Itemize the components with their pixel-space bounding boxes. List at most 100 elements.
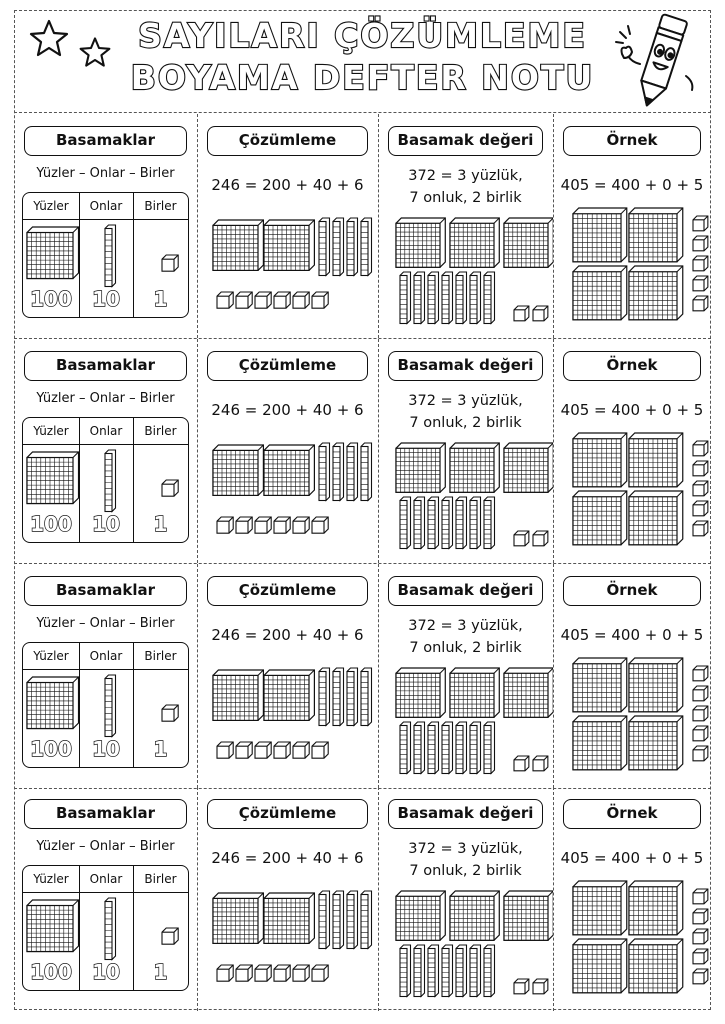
unit-cube: [161, 479, 179, 497]
place-value-number: 10: [91, 286, 120, 311]
notebook-row: Basamaklar Yüzler – Onlar – Birler Yüzler 1…: [14, 114, 711, 338]
place-value-box: Yüzler 100 Onlar 10 Birler 1: [22, 192, 189, 318]
star-icon: [79, 37, 111, 67]
unit-cube: [692, 235, 709, 252]
header: [14, 10, 711, 113]
ten-rod: [413, 271, 426, 325]
unit-cube: [216, 964, 234, 982]
unit-cube: [273, 516, 291, 534]
column-divider: [197, 339, 198, 563]
unit-cube: [692, 705, 709, 722]
place-header: Birler: [144, 872, 177, 886]
section-cozumleme: Çözümleme 246 = 200 + 40 + 6: [197, 564, 378, 788]
notebook-row: Basamaklar Yüzler – Onlar – Birler Yüzler 1…: [14, 564, 711, 788]
hundred-flat: [395, 890, 446, 941]
unit-cube: [692, 275, 709, 292]
place-value-number: 100: [29, 736, 72, 761]
hundred-flat: [503, 442, 553, 493]
section-cozumleme: Çözümleme 246 = 200 + 40 + 6: [197, 114, 378, 338]
unit-cube: [513, 305, 530, 322]
unit-cube: [692, 520, 709, 537]
section-heading: Örnek: [563, 576, 701, 606]
section-basamaklar: Basamaklar Yüzler – Onlar – Birler Yüzler 1…: [14, 564, 197, 788]
ten-rod: [399, 721, 412, 775]
place-header: Yüzler: [33, 872, 69, 886]
ten-rod: [441, 496, 454, 550]
section-basamak-degeri: Basamak değeri 372 = 3 yüzlük, 7 onluk, 2 …: [378, 564, 553, 788]
notebook-row: Basamaklar Yüzler – Onlar – Birler Yüzler 1…: [14, 339, 711, 563]
ten-rod: [483, 271, 496, 325]
page-border: [14, 10, 711, 1010]
ten-rod: [104, 224, 117, 288]
hundred-flat: [572, 938, 628, 994]
unit-cube: [235, 964, 253, 982]
unit-cube: [311, 516, 329, 534]
unit-cube: [692, 725, 709, 742]
unit-cube: [513, 978, 530, 995]
table-line: [133, 643, 134, 767]
base-ten-blocks: [572, 880, 709, 994]
place-header: Onlar: [89, 649, 123, 663]
table-line: [23, 892, 188, 893]
hundred-flat: [572, 657, 628, 713]
ten-rod: [346, 442, 359, 502]
section-basamak-degeri: Basamak değeri 372 = 3 yüzlük, 7 onluk, 2 …: [378, 114, 553, 338]
unit-cube: [692, 968, 709, 985]
ten-rod: [441, 944, 454, 998]
star-icon: [29, 19, 69, 57]
unit-cube: [692, 745, 709, 762]
unit-cube: [692, 460, 709, 477]
ten-rod: [413, 496, 426, 550]
column-divider: [378, 787, 379, 1011]
column-divider: [553, 564, 554, 788]
unit-cube: [216, 741, 234, 759]
unit-cube: [692, 255, 709, 272]
section-heading: Çözümleme: [207, 799, 368, 829]
hundred-flat: [263, 444, 315, 496]
column-divider: [197, 787, 198, 1011]
unit-cube: [692, 500, 709, 517]
example-equation: 405 = 400 + 0 + 5: [560, 849, 704, 867]
unit-cube: [273, 741, 291, 759]
ten-rod: [399, 496, 412, 550]
unit-cube: [235, 741, 253, 759]
unit-cube: [532, 530, 549, 547]
place-value-number: 1: [153, 511, 168, 536]
ten-rod: [318, 442, 331, 502]
unit-cube: [216, 516, 234, 534]
hundred-flat: [628, 880, 684, 936]
hundred-flat: [572, 207, 628, 263]
ten-rod: [346, 217, 359, 277]
place-value-box: Yüzler 100 Onlar 10 Birler 1: [22, 642, 189, 768]
place-value-line-2: 7 onluk, 2 birlik: [409, 863, 522, 879]
ten-rod: [346, 890, 359, 950]
section-heading: Basamak değeri: [388, 576, 543, 606]
hundred-flat: [212, 444, 264, 496]
pencil-mascot-icon: [615, 13, 694, 107]
hundred-flat: [628, 657, 684, 713]
unit-cube: [161, 704, 179, 722]
unit-cube: [692, 215, 709, 232]
hundred-flat: [449, 442, 500, 493]
hundred-flat: [449, 667, 500, 718]
ten-rod: [413, 944, 426, 998]
place-value-number: 100: [29, 286, 72, 311]
base-ten-blocks: [212, 667, 373, 759]
place-value-line-1: 372 = 3 yüzlük,: [408, 393, 523, 409]
example-equation: 405 = 400 + 0 + 5: [560, 176, 704, 194]
hundred-flat: [628, 432, 684, 488]
place-header: Yüzler: [33, 649, 69, 663]
place-value-number: 10: [91, 736, 120, 761]
place-value-line-2: 7 onluk, 2 birlik: [409, 415, 522, 431]
section-basamaklar: Basamaklar Yüzler – Onlar – Birler Yüzler 1…: [14, 339, 197, 563]
place-value-line-2: 7 onluk, 2 birlik: [409, 190, 522, 206]
section-heading: Basamak değeri: [388, 126, 543, 156]
unit-cube: [161, 254, 179, 272]
ten-rod: [427, 271, 440, 325]
table-line: [133, 866, 134, 990]
ten-rod: [483, 721, 496, 775]
table-line: [23, 219, 188, 220]
place-value-line-2: 7 onluk, 2 birlik: [409, 640, 522, 656]
decomposition-equation: 246 = 200 + 40 + 6: [211, 401, 364, 419]
place-subtitle: Yüzler – Onlar – Birler: [36, 839, 175, 854]
